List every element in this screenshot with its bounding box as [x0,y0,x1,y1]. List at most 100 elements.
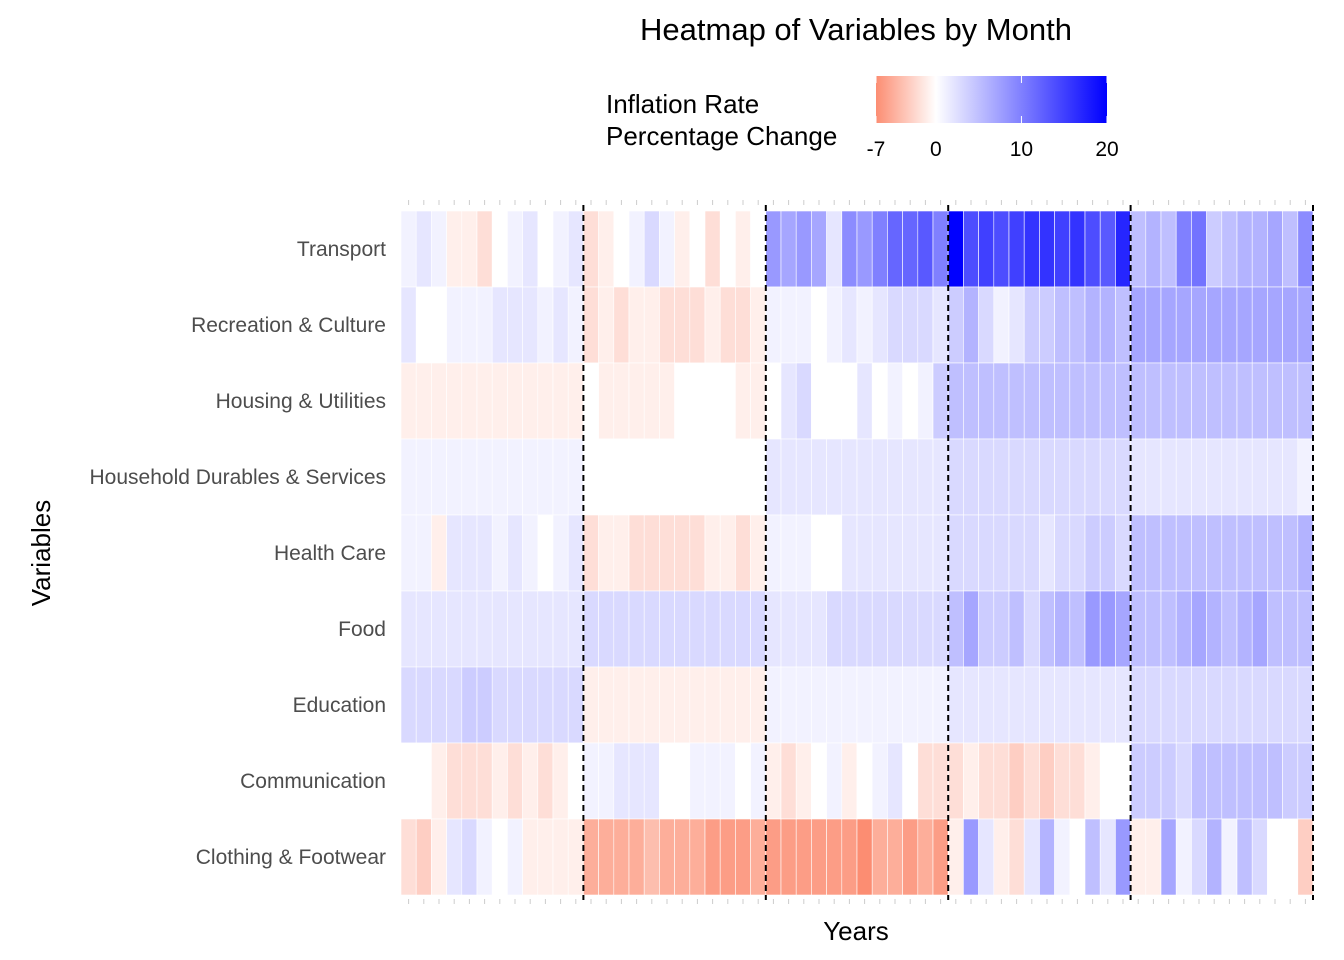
heatmap-cell [431,438,447,516]
heatmap-cell [1206,210,1223,288]
heatmap-cell [1282,818,1299,896]
heatmap-cell [917,590,934,668]
heatmap-cell [1069,818,1086,896]
heatmap-cell [811,818,827,896]
heatmap-cell [643,438,660,516]
heatmap-cell [1175,210,1192,288]
heatmap-cell [1130,590,1147,668]
x-axis-ticks [408,200,1306,904]
heatmap-cell [887,362,903,440]
heatmap-cell [1206,666,1223,744]
heatmap-cell [1282,590,1299,668]
heatmap-cell [735,438,751,516]
heatmap-cell [522,818,539,896]
heatmap-cell [461,666,478,744]
heatmap-cell [537,590,554,668]
heatmap-cell [811,590,827,668]
heatmap-cell [446,286,463,364]
heatmap-cell [659,666,675,744]
heatmap-cell [1191,818,1207,896]
heatmap-cell [567,590,584,668]
heatmap-cell [871,742,888,820]
heatmap-cell [856,742,873,820]
heatmap-cell [1054,818,1071,896]
heatmap-cell [750,438,767,516]
heatmap-cell [1145,286,1162,364]
heatmap-cell [811,438,827,516]
heatmap-cell [704,286,721,364]
heatmap-cell [811,666,827,744]
heatmap-cell [1236,210,1253,288]
heatmap-cell [887,210,903,288]
heatmap-cell [826,438,843,516]
heatmap-cell [537,286,554,364]
heatmap-cell [507,742,523,820]
heatmap-cell [431,286,447,364]
heatmap-cell [871,818,888,896]
heatmap-cell [537,666,554,744]
heatmap-cell [704,742,721,820]
x-axis-title: Years [823,916,889,946]
heatmap-cell [1206,514,1223,592]
heatmap-cell [1054,742,1071,820]
heatmap-cell [613,742,630,820]
heatmap-cell [765,210,782,288]
heatmap-cell [491,666,508,744]
heatmap-cell [689,590,706,668]
heatmap-cell [415,818,432,896]
heatmap-cell [674,666,691,744]
heatmap-cell [446,590,463,668]
heatmap-cell [1297,818,1314,896]
heatmap-cell [826,210,843,288]
heatmap-cell [1023,514,1040,592]
row-label: Housing & Utilities [216,390,386,413]
heatmap-cell [1221,590,1238,668]
heatmap-cell [1054,438,1071,516]
heatmap-cell [719,818,736,896]
heatmap-cell [795,210,812,288]
heatmap-cell [1008,818,1025,896]
heatmap-cell [476,286,493,364]
heatmap-cell [765,666,782,744]
heatmap-cell [1297,362,1314,440]
heatmap-cell [400,742,417,820]
heatmap-cell [1160,210,1177,288]
heatmap-cell [704,666,721,744]
heatmap-cell [598,210,615,288]
heatmap-cell [1039,590,1055,668]
heatmap-cells [400,210,1314,896]
heatmap-cell [780,514,797,592]
heatmap-cell [947,362,964,440]
heatmap-cell [1054,590,1071,668]
heatmap-cell [613,514,630,592]
heatmap-cell [1160,286,1177,364]
heatmap-cell [704,590,721,668]
heatmap-cell [826,514,843,592]
heatmap-cell [431,362,447,440]
heatmap-cell [963,210,979,288]
row-label: Food [338,618,386,641]
heatmap-cell [476,666,493,744]
heatmap-cell [689,286,706,364]
heatmap-cell [993,362,1010,440]
heatmap-cell [628,590,645,668]
heatmap-cell [765,514,782,592]
heatmap-cell [628,438,645,516]
heatmap-cell [719,666,736,744]
heatmap-cell [598,590,615,668]
heatmap-cell [1236,286,1253,364]
heatmap-cell [963,742,979,820]
heatmap-cell [1191,666,1207,744]
heatmap-cell [1267,438,1283,516]
heatmap-cell [765,286,782,364]
heatmap-cell [1039,666,1055,744]
heatmap-cell [659,514,675,592]
heatmap-cell [552,666,569,744]
heatmap-cell [932,210,949,288]
heatmap-cell [689,666,706,744]
heatmap-cell [431,666,447,744]
heatmap-cell [993,514,1010,592]
heatmap-cell [613,210,630,288]
heatmap-cell [947,818,964,896]
heatmap-cell [567,742,584,820]
